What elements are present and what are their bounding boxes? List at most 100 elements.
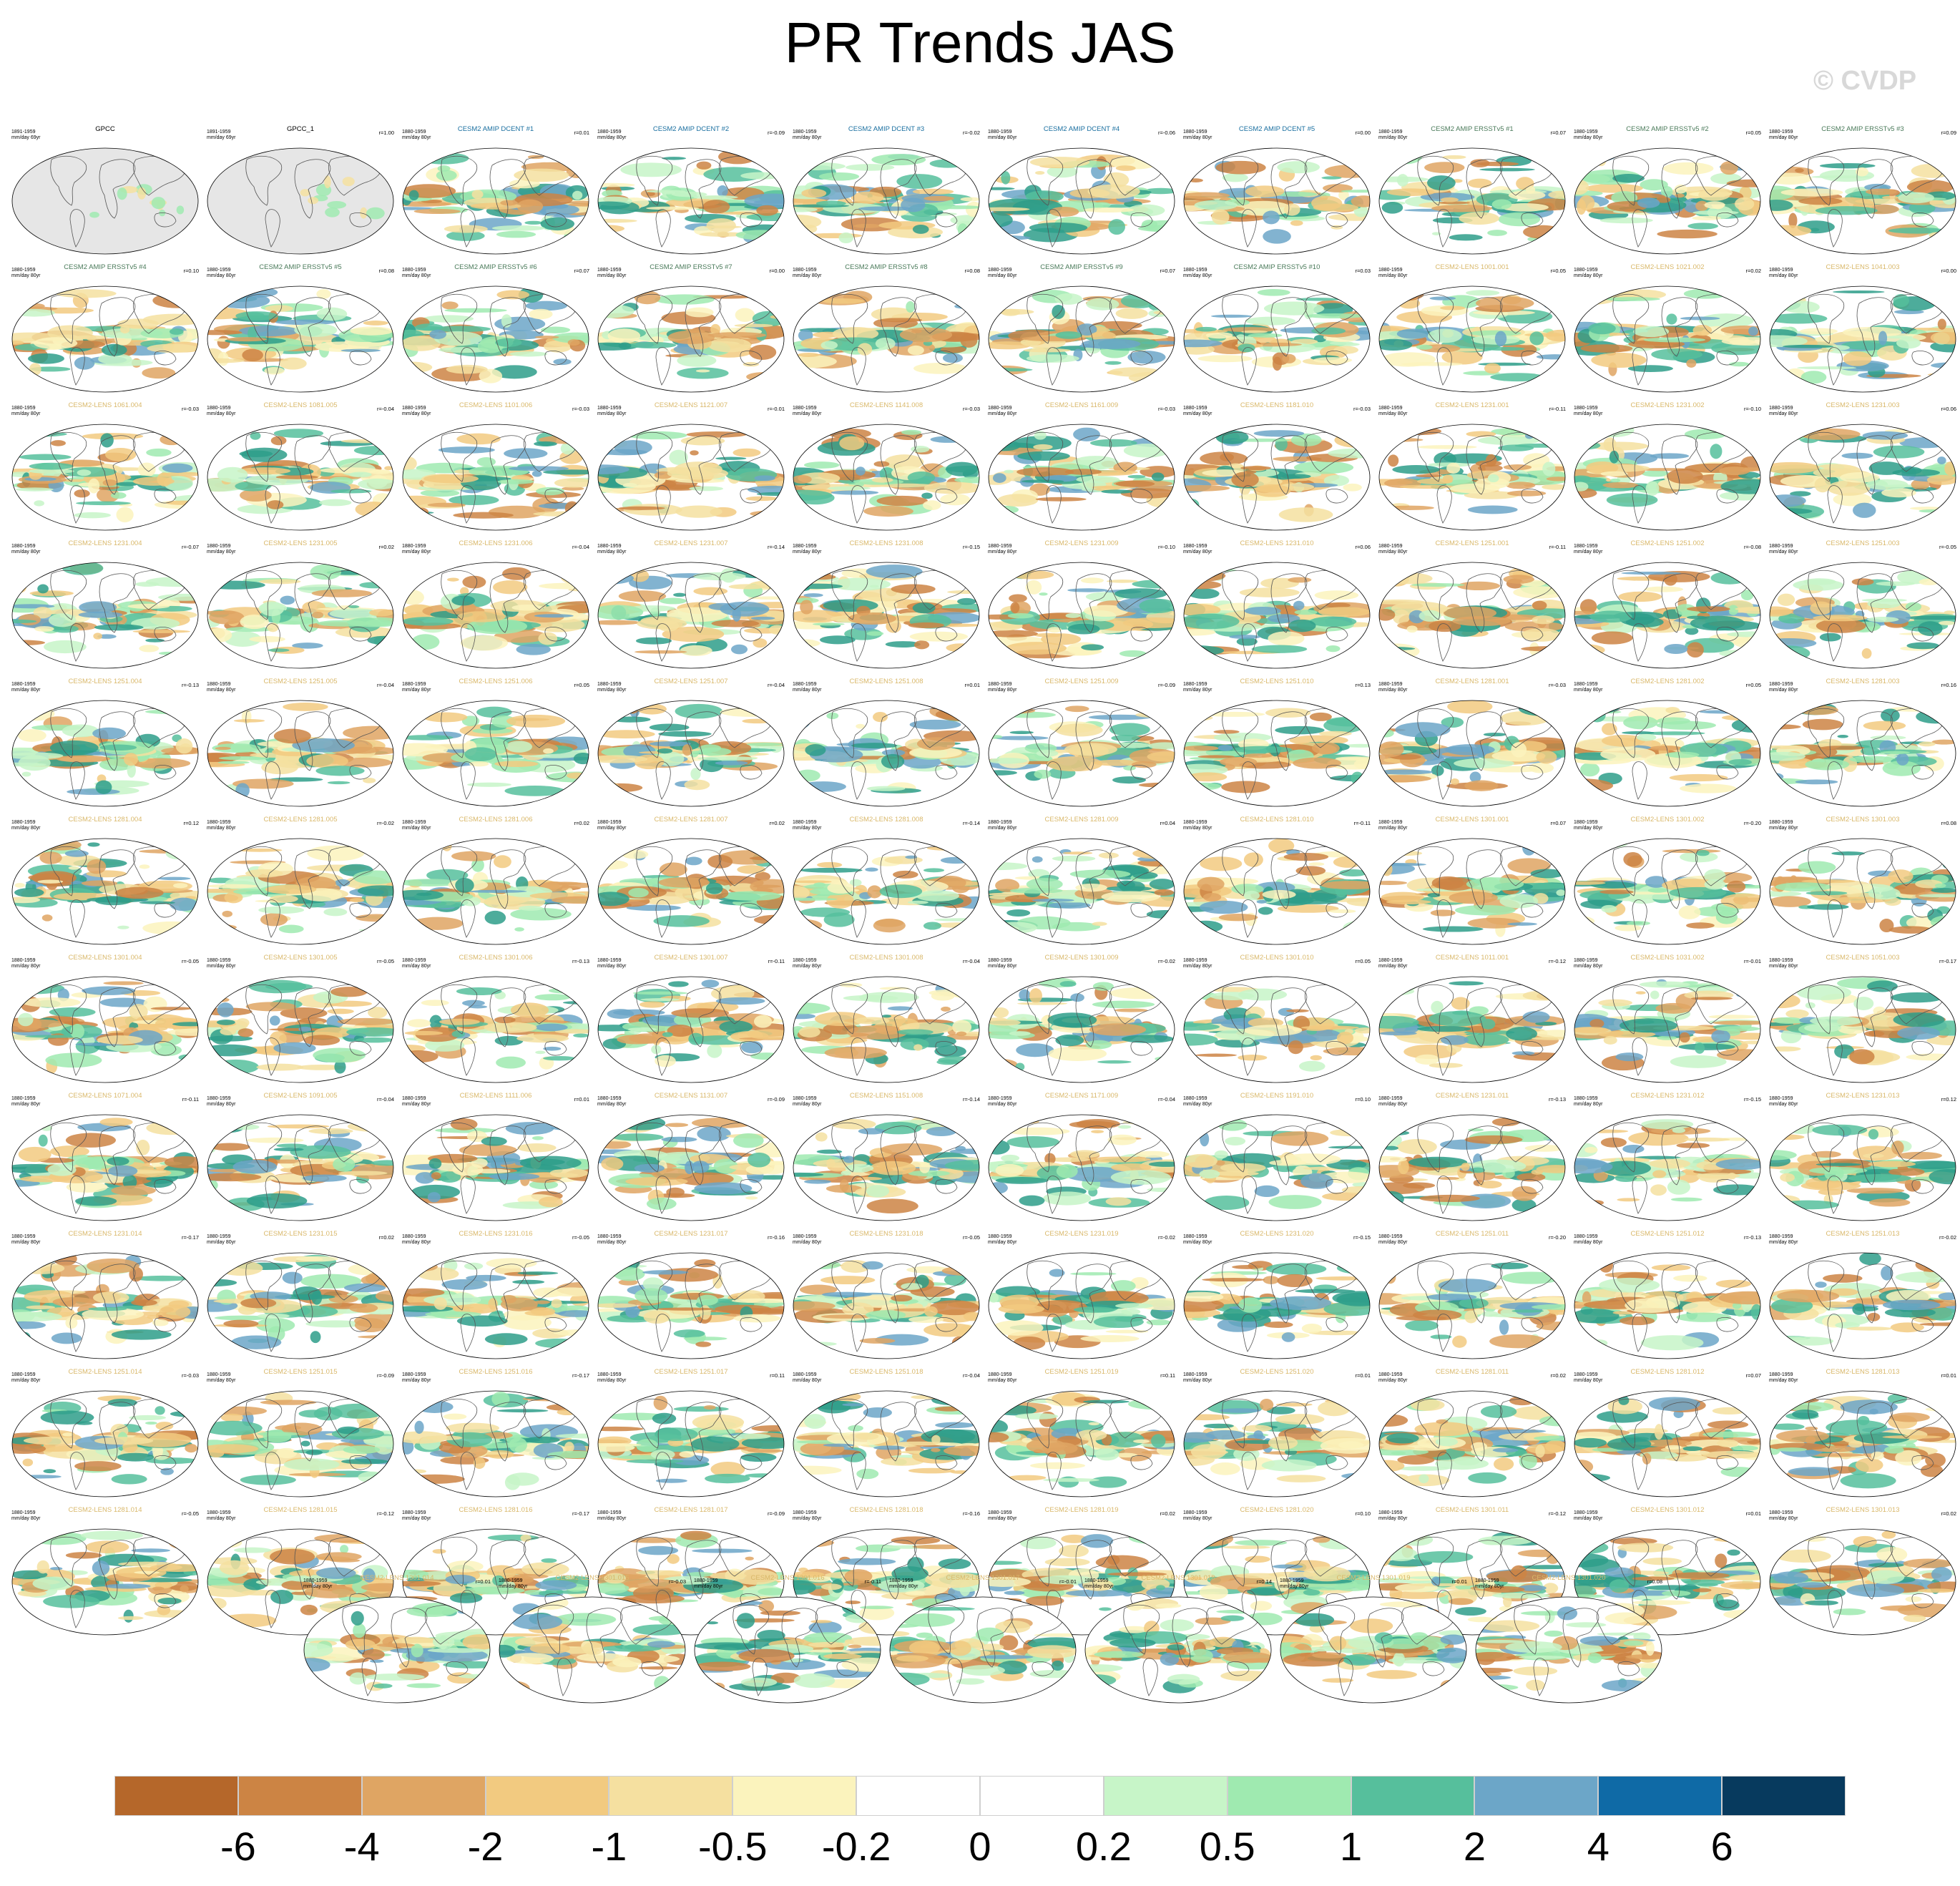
trend-region bbox=[316, 307, 348, 321]
page-title: PR Trends JAS bbox=[784, 11, 1176, 74]
panel-units: mm/day 80yr bbox=[11, 688, 41, 693]
panel-period: 1880-1959 bbox=[402, 682, 426, 687]
coastline bbox=[50, 155, 87, 206]
panel-units: mm/day 80yr bbox=[597, 826, 627, 831]
trend-region bbox=[1892, 469, 1941, 477]
map-panel: CESM2 AMIP ERSSTv5 #10 1880-1959 mm/day 80… bbox=[1180, 263, 1373, 399]
panel-correlation: r=-0.03 bbox=[1353, 406, 1371, 412]
trend-region bbox=[1025, 580, 1042, 595]
panel-period: 1880-1959 bbox=[11, 682, 36, 687]
panel-title: CESM2 AMIP DCENT #2 bbox=[652, 125, 730, 133]
trend-region bbox=[1263, 210, 1280, 225]
coastline bbox=[851, 347, 866, 386]
trend-region bbox=[1612, 174, 1645, 183]
map-panel: CESM2-LENS 1001.001 1880-1959 mm/day 80yr r… bbox=[1376, 263, 1569, 399]
panel-correlation: r=0.03 bbox=[1355, 268, 1371, 274]
trend-region bbox=[12, 713, 29, 724]
trend-region bbox=[1092, 922, 1107, 927]
trend-region bbox=[175, 738, 193, 754]
trend-region bbox=[793, 842, 823, 851]
trend-region bbox=[93, 632, 102, 640]
trend-region bbox=[34, 626, 54, 632]
trend-region bbox=[817, 861, 843, 868]
panel-title: CESM2 AMIP ERSSTv5 #3 bbox=[1821, 125, 1904, 133]
trend-region bbox=[1643, 337, 1706, 343]
trend-map bbox=[402, 147, 589, 255]
trend-region bbox=[496, 290, 530, 300]
trend-region bbox=[1506, 490, 1547, 497]
panel-correlation: r=-0.03 bbox=[1549, 682, 1566, 688]
trend-region bbox=[1449, 234, 1483, 241]
trend-region bbox=[1919, 509, 1945, 513]
trend-region bbox=[1384, 850, 1423, 856]
trend-region bbox=[1379, 338, 1413, 351]
trend-region bbox=[1798, 197, 1843, 205]
panel-units: mm/day 80yr bbox=[207, 273, 236, 278]
coastline bbox=[685, 159, 722, 219]
trend-region bbox=[493, 855, 511, 869]
panel-title: CESM2-LENS 1101.006 bbox=[459, 401, 533, 409]
map-panel: CESM2 AMIP ERSSTv5 #2 1880-1959 mm/day 80y… bbox=[1571, 125, 1764, 261]
trend-region bbox=[1501, 203, 1549, 212]
trend-region bbox=[1503, 575, 1534, 584]
trend-region bbox=[618, 342, 632, 349]
coastline bbox=[1026, 155, 1064, 206]
coastline bbox=[265, 485, 280, 524]
trend-region bbox=[360, 207, 368, 219]
coastline bbox=[740, 351, 763, 366]
trend-region bbox=[416, 892, 432, 896]
trend-region bbox=[350, 326, 393, 336]
coastline bbox=[294, 297, 331, 357]
coastline bbox=[1856, 159, 1893, 219]
trend-map bbox=[11, 285, 199, 393]
trend-region bbox=[1729, 339, 1756, 346]
trend-region bbox=[173, 883, 188, 889]
trend-region bbox=[237, 1028, 254, 1037]
coastline bbox=[154, 212, 177, 228]
trend-region bbox=[403, 336, 441, 351]
trend-region bbox=[404, 785, 426, 795]
trend-region bbox=[622, 849, 649, 859]
trend-region bbox=[370, 469, 391, 474]
panel-correlation: r=0.16 bbox=[1941, 682, 1956, 688]
trend-region bbox=[797, 353, 820, 358]
trend-region bbox=[1704, 201, 1725, 209]
trend-region bbox=[366, 207, 385, 220]
trend-region bbox=[1188, 588, 1220, 600]
trend-region bbox=[1781, 841, 1806, 854]
trend-region bbox=[504, 448, 548, 459]
trend-region bbox=[1268, 631, 1305, 646]
panel-units: mm/day 80yr bbox=[597, 688, 627, 693]
panel-period: 1880-1959 bbox=[1769, 820, 1793, 825]
panel-correlation: r=0.05 bbox=[1550, 268, 1566, 274]
trend-map bbox=[207, 147, 394, 255]
panel-title: CESM2-LENS 1231.002 bbox=[1630, 401, 1705, 409]
map-outline bbox=[207, 285, 394, 393]
trend-map bbox=[207, 838, 394, 945]
panel-title: CESM2 AMIP DCENT #5 bbox=[1238, 125, 1315, 133]
coastline bbox=[636, 155, 673, 206]
trend-region bbox=[1194, 200, 1238, 210]
trend-region bbox=[1805, 758, 1850, 771]
panel-title: CESM2-LENS 1251.007 bbox=[654, 678, 728, 685]
trend-region bbox=[1683, 288, 1728, 299]
trend-region bbox=[509, 466, 569, 472]
map-panel: CESM2-LENS 1061.004 1880-1959 mm/day 80yr r… bbox=[9, 401, 202, 537]
trend-region bbox=[940, 493, 971, 506]
panel-correlation: r=-0.01 bbox=[768, 406, 785, 412]
trend-region bbox=[1238, 343, 1255, 353]
trend-region bbox=[500, 200, 518, 206]
trend-region bbox=[634, 650, 687, 654]
trend-region bbox=[81, 880, 118, 886]
trend-region bbox=[1009, 594, 1027, 603]
panel-period: 1880-1959 bbox=[1378, 544, 1403, 549]
trend-region bbox=[1258, 907, 1273, 915]
panel-units: mm/day 80yr bbox=[207, 964, 236, 969]
trend-region bbox=[1770, 705, 1790, 712]
trend-region bbox=[801, 188, 827, 198]
map-panel: CESM2-LENS 1281.007 1880-1959 mm/day 80yr r… bbox=[594, 816, 788, 952]
trend-region bbox=[99, 744, 137, 751]
trend-region bbox=[217, 761, 250, 764]
map-panel: CESM2 AMIP ERSSTv5 #6 1880-1959 mm/day 80y… bbox=[399, 263, 592, 399]
panel-period: 1880-1959 bbox=[207, 268, 231, 273]
